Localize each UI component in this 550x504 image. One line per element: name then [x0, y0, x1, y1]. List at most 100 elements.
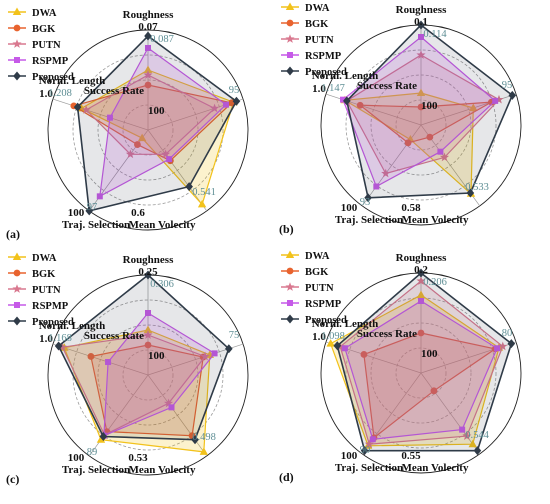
legend-marker-dwa	[285, 2, 295, 10]
axis-max-label: 0.53	[128, 452, 148, 464]
point-rspmp	[459, 426, 466, 433]
legend-marker-bgk	[286, 19, 294, 27]
point-dwa	[416, 88, 426, 96]
point-rspmp	[492, 97, 499, 104]
axis-label: Success Rate	[357, 80, 417, 92]
axis-label: Success Rate	[84, 330, 144, 342]
point-dwa	[468, 439, 477, 448]
legend-entry: PUTN	[32, 40, 61, 51]
point-rspmp	[437, 148, 444, 155]
value-annotation: 1.168	[48, 333, 72, 344]
point-proposed	[225, 344, 233, 354]
axis-max-label: 0.07	[138, 21, 158, 33]
legend-marker-rspmp	[287, 300, 293, 306]
point-bgk	[356, 101, 364, 109]
point-bgk	[87, 353, 95, 360]
legend-entry: Proposed	[32, 317, 74, 328]
axis-label: Mean Volecity	[129, 464, 196, 476]
legend-marker-proposed	[286, 314, 294, 324]
point-putn	[143, 330, 153, 339]
point-rspmp	[145, 310, 151, 316]
point-bgk	[417, 103, 425, 111]
legend-marker-dwa	[285, 250, 295, 258]
point-bgk	[417, 329, 425, 337]
axis-label: Mean Volecity	[402, 214, 469, 226]
point-putn	[164, 398, 174, 408]
axis-label: Success Rate	[84, 85, 144, 97]
point-proposed	[473, 446, 482, 456]
point-putn	[416, 276, 426, 285]
series-area-bgk	[72, 84, 233, 162]
point-proposed	[54, 341, 63, 351]
point-rspmp	[418, 34, 424, 40]
point-bgk	[134, 141, 141, 148]
point-putn	[143, 70, 153, 79]
axis-max-label: 0.55	[401, 450, 421, 462]
point-putn	[161, 149, 171, 159]
point-proposed	[466, 188, 475, 198]
axis-label: Traj. Selection	[335, 462, 403, 474]
point-proposed	[144, 31, 152, 41]
legend-marker-putn	[285, 34, 295, 43]
axis-max-label: 100	[341, 450, 358, 462]
series-area-dwa	[80, 69, 235, 206]
point-putn	[364, 439, 374, 449]
point-putn	[81, 105, 91, 114]
legend-entry: BGK	[305, 267, 329, 278]
axis-spoke	[52, 343, 149, 376]
panel-label: (d)	[279, 470, 294, 484]
axis-spoke	[147, 374, 208, 457]
panel-label: (b)	[279, 222, 294, 236]
point-bgk	[430, 387, 438, 395]
axis-label: Roughness	[123, 9, 174, 21]
point-putn	[57, 342, 67, 352]
point-putn	[200, 351, 210, 361]
series-area-bgk	[90, 344, 204, 437]
legend-marker-proposed	[13, 71, 21, 81]
point-dwa	[197, 199, 207, 208]
legend-entry: DWA	[305, 251, 330, 262]
series-area-rspmp	[99, 47, 227, 198]
value-annotation: 90	[360, 445, 371, 456]
legend-entry: BGK	[305, 19, 329, 30]
legend-entry: PUTN	[32, 285, 61, 296]
value-annotation: 95	[229, 85, 240, 96]
series-area-putn	[85, 74, 216, 155]
axis-max-label: 100	[68, 452, 85, 464]
axis-max-label: 100	[341, 202, 358, 214]
legend-entry: Proposed	[305, 315, 347, 326]
axis-max-label: 0.1	[414, 16, 428, 28]
axis-max-label: 100	[421, 348, 438, 360]
legend-entry: BGK	[32, 269, 56, 280]
point-dwa	[143, 325, 153, 333]
axis-label: Roughness	[123, 254, 174, 266]
legend-marker-dwa	[12, 7, 22, 15]
point-dwa	[469, 103, 478, 112]
point-putn	[381, 168, 391, 178]
axis-label: Mean Volecity	[402, 462, 469, 474]
point-rspmp	[166, 156, 173, 163]
axis-label: Norm. Length	[312, 70, 379, 82]
legend-marker-putn	[12, 39, 22, 48]
point-rspmp	[105, 359, 112, 366]
point-rspmp	[494, 345, 501, 352]
series-area-proposed	[76, 34, 238, 212]
point-proposed	[85, 206, 94, 216]
axis-label: Norm. Length	[39, 320, 106, 332]
point-putn	[498, 341, 508, 351]
axis-spoke	[147, 129, 208, 212]
point-proposed	[333, 341, 342, 351]
axis-spoke	[420, 372, 481, 455]
point-rspmp	[341, 345, 348, 352]
point-dwa	[199, 447, 209, 455]
axis-max-label: 1.0	[312, 83, 326, 95]
point-proposed	[360, 446, 369, 456]
legend-marker-putn	[12, 284, 22, 293]
legend-entry: DWA	[305, 3, 330, 14]
legend-entry: RSPMP	[32, 56, 69, 67]
legend-entry: BGK	[32, 24, 56, 35]
